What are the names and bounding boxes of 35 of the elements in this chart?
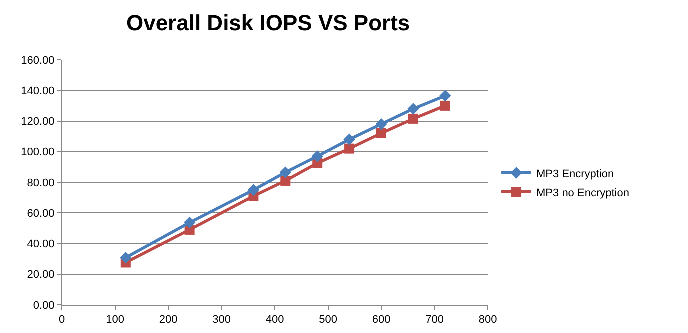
x-tick-label: 800 [478,314,498,326]
point [440,100,450,111]
y-tick-label: 120.00 [21,116,55,128]
point [312,150,324,162]
x-tick-label: 600 [372,314,391,326]
point [408,103,420,115]
legend-label: MP3 Encryption [536,168,614,180]
legend-label: MP3 no Encryption [536,187,630,200]
x-tick-label: 400 [266,314,284,326]
y-tick-label: 0.00 [33,300,55,312]
point [440,90,452,102]
point [248,184,260,196]
point [120,252,132,264]
y-tick-label: 40.00 [27,238,55,251]
point [184,216,196,229]
x-tick-label: 700 [426,314,444,326]
x-tick-label: 200 [159,314,178,326]
x-tick-label: 300 [212,314,231,326]
y-tick-label: 60.00 [27,208,55,220]
point [376,118,388,130]
point [408,114,418,124]
x-tick-label: 100 [106,314,124,326]
x-tick-label: 0 [58,314,66,326]
point [344,134,356,146]
chart-title: Overall Disk IOPS VS Ports [126,10,410,36]
y-tick-label: 80.00 [27,177,55,190]
y-tick-label: 140.00 [21,85,55,98]
point [280,176,291,186]
point [280,166,292,178]
point [376,128,386,138]
point [344,144,355,154]
y-tick-label: 20.00 [27,269,55,282]
x-tick-label: 500 [319,314,338,326]
y-tick-label: 100.00 [21,146,55,159]
y-tick-label: 160.00 [21,54,55,67]
